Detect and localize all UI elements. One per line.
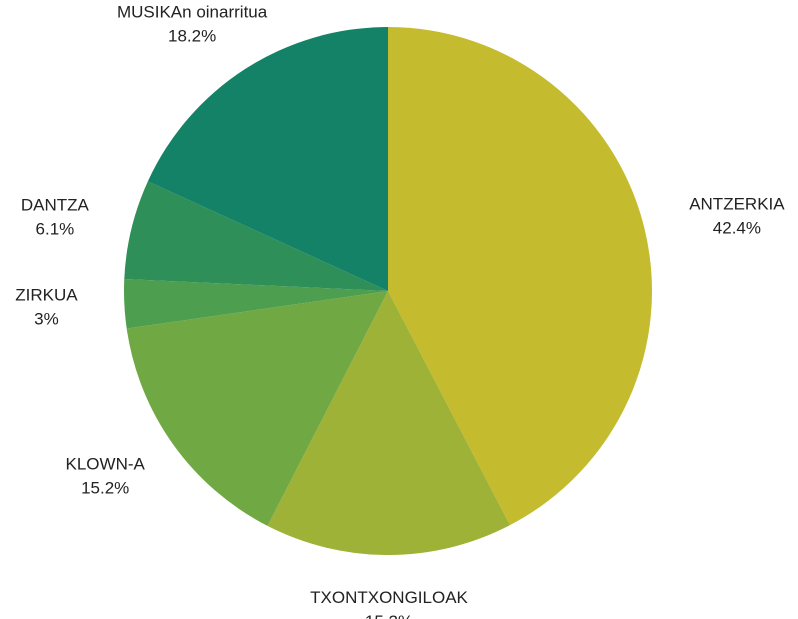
slices-layer bbox=[123, 27, 652, 555]
pie-slice-musikan-oinarritua bbox=[147, 27, 388, 291]
slice-value-musikan-oinarritua: 18.2% bbox=[168, 27, 216, 46]
pie-slice-antzerkia bbox=[388, 27, 652, 526]
slice-value-klown-a: 15.2% bbox=[81, 479, 129, 498]
slice-value-txontxongiloak: 15.2% bbox=[365, 612, 413, 619]
slice-value-dantza: 6.1% bbox=[36, 219, 75, 238]
slice-value-zirkua: 3% bbox=[34, 310, 59, 329]
slice-label-txontxongiloak: TXONTXONGILOAK bbox=[310, 588, 468, 607]
pie-slice-klown-a bbox=[126, 291, 388, 526]
pie-slice-zirkua bbox=[123, 278, 389, 329]
slice-label-klown-a: KLOWN-A bbox=[66, 455, 146, 474]
pie-slice-txontxongiloak bbox=[267, 291, 510, 555]
slice-label-musikan-oinarritua: MUSIKAn oinarritua bbox=[117, 3, 268, 22]
slice-label-dantza: DANTZA bbox=[21, 195, 90, 214]
pie-slice-dantza bbox=[124, 181, 389, 291]
labels-layer: ANTZERKIA 42.4% TXONTXONGILOAK 15.2% KLOWN-A… bbox=[15, 3, 785, 619]
slice-value-antzerkia: 42.4% bbox=[713, 218, 761, 237]
slice-label-zirkua: ZIRKUA bbox=[15, 286, 78, 305]
slice-label-antzerkia: ANTZERKIA bbox=[689, 194, 785, 213]
